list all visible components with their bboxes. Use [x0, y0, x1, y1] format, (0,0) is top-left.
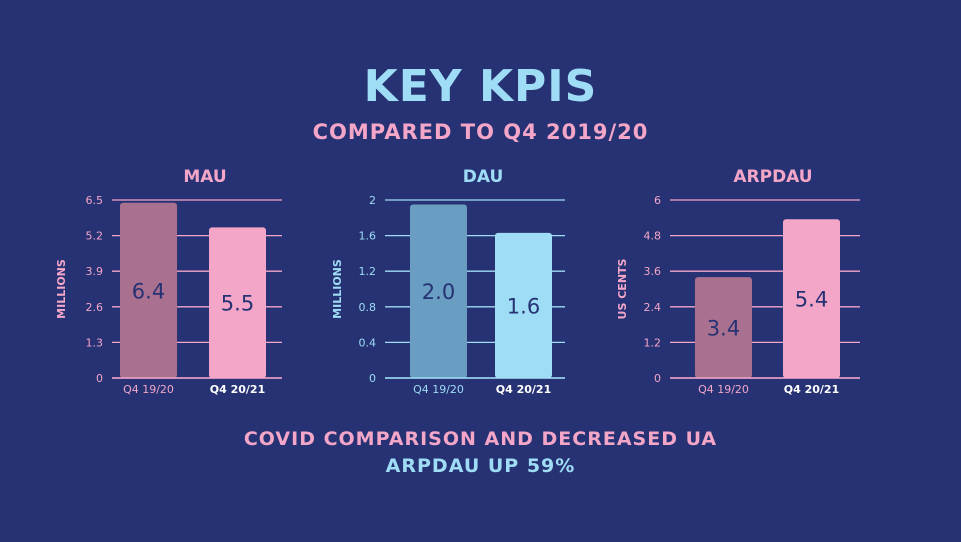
mau-y-axis-label: MILLIONS [55, 259, 68, 319]
arpdau-x-tick: Q4 19/20 [698, 383, 749, 396]
mau-y-tick: 5.2 [86, 230, 104, 243]
slide-title: KEY KPIS [363, 61, 598, 112]
dau-bar [410, 204, 467, 378]
arpdau-data-label: 5.4 [795, 288, 828, 312]
mau-y-tick: 6.5 [86, 194, 104, 207]
mau-data-label: 5.5 [221, 292, 254, 316]
mau-y-tick: 1.3 [86, 336, 104, 349]
mau-y-tick: 2.6 [86, 301, 104, 314]
slide-subtitle: COMPARED TO Q4 2019/20 [312, 120, 649, 144]
arpdau-x-tick: Q4 20/21 [784, 383, 839, 396]
arpdau-data-label: 3.4 [707, 317, 740, 341]
arpdau-y-tick: 6 [654, 194, 661, 207]
arpdau-y-tick: 0 [654, 372, 661, 385]
dau-y-tick: 1.6 [359, 230, 377, 243]
dau-y-tick: 1.2 [359, 265, 377, 278]
footer-line-2: ARPDAU UP 59% [385, 455, 576, 477]
dau-data-label: 1.6 [507, 294, 540, 318]
dau-y-axis-label: MILLIONS [331, 259, 344, 319]
mau-data-label: 6.4 [132, 279, 165, 303]
arpdau-chart-title: ARPDAU [733, 167, 812, 187]
dau-x-tick: Q4 20/21 [496, 383, 551, 396]
mau-chart-title: MAU [183, 167, 226, 187]
arpdau-y-tick: 1.2 [644, 336, 662, 349]
arpdau-y-tick: 4.8 [644, 230, 662, 243]
mau-bar [120, 202, 177, 378]
arpdau-y-tick: 2.4 [644, 301, 662, 314]
dau-y-tick: 0 [369, 372, 376, 385]
arpdau-bar [783, 219, 840, 378]
dau-x-tick: Q4 19/20 [413, 383, 464, 396]
arpdau-y-tick: 3.6 [644, 265, 662, 278]
mau-y-tick: 0 [96, 372, 103, 385]
dau-chart-title: DAU [463, 167, 504, 187]
dau-data-label: 2.0 [422, 280, 455, 304]
arpdau-y-axis-label: US CENTS [616, 258, 629, 319]
arpdau-bar [695, 277, 752, 378]
footer-line-1: COVID COMPARISON AND DECREASED UA [243, 428, 718, 450]
mau-x-tick: Q4 19/20 [123, 383, 174, 396]
mau-bar [209, 227, 266, 378]
dau-y-tick: 2 [369, 194, 376, 207]
dau-bar [495, 232, 552, 378]
mau-x-tick: Q4 20/21 [210, 383, 265, 396]
dau-y-tick: 0.4 [359, 336, 377, 349]
mau-y-tick: 3.9 [86, 265, 104, 278]
dau-y-tick: 0.8 [359, 301, 377, 314]
